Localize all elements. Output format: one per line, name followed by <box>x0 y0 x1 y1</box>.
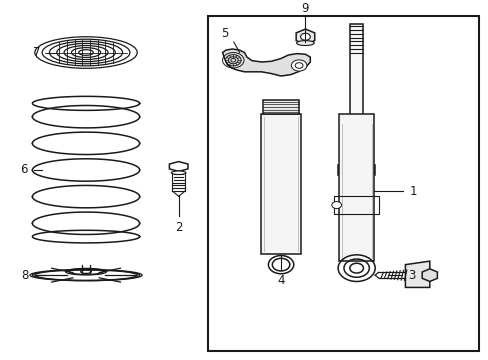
Bar <box>337 166 374 175</box>
Bar <box>333 196 378 214</box>
Text: 9: 9 <box>301 2 308 15</box>
Polygon shape <box>405 261 429 287</box>
Text: 1: 1 <box>408 185 416 198</box>
Text: 6: 6 <box>20 163 27 176</box>
Text: 8: 8 <box>21 269 29 282</box>
Circle shape <box>331 202 341 208</box>
Text: 5: 5 <box>221 27 228 40</box>
Text: 7: 7 <box>33 46 41 59</box>
Bar <box>338 114 373 261</box>
Polygon shape <box>296 29 314 45</box>
Polygon shape <box>169 162 187 171</box>
Polygon shape <box>222 49 310 76</box>
Bar <box>207 16 478 351</box>
Text: 2: 2 <box>175 221 182 234</box>
Bar <box>349 24 363 168</box>
Ellipse shape <box>296 41 314 45</box>
Polygon shape <box>421 269 436 282</box>
Text: 4: 4 <box>277 274 284 288</box>
Circle shape <box>291 60 306 71</box>
Text: 3: 3 <box>407 269 414 282</box>
Bar <box>263 100 299 114</box>
Ellipse shape <box>171 171 185 175</box>
Bar <box>261 114 301 254</box>
Circle shape <box>300 33 310 40</box>
